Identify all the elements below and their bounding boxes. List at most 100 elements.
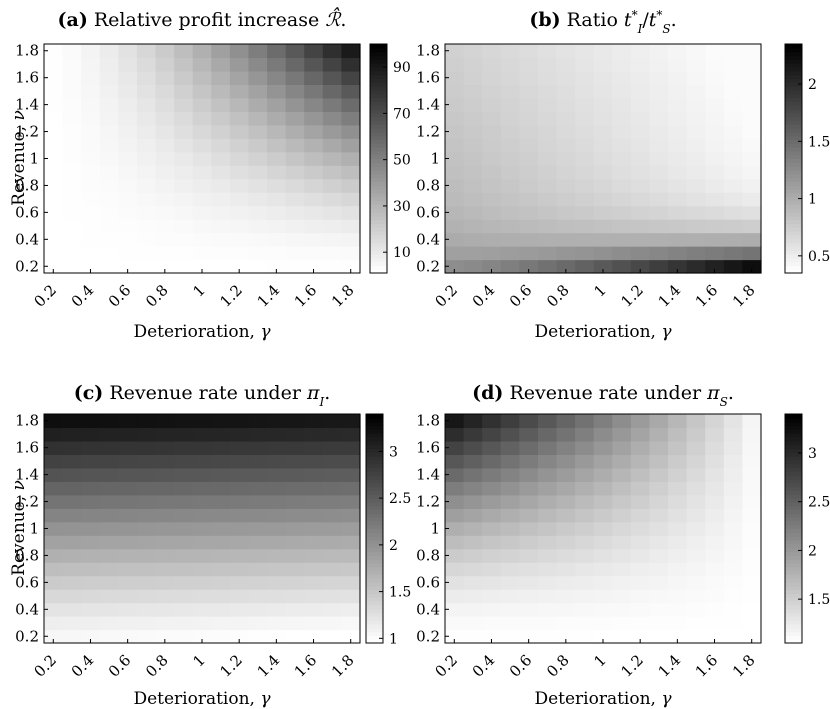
heatmap-cell: [723, 178, 744, 193]
x-tick-label: 1.8: [328, 651, 358, 681]
heatmap-cell: [211, 575, 231, 590]
heatmap-cell: [81, 232, 101, 247]
heatmap-cell: [44, 151, 64, 166]
heatmap-cell: [742, 111, 762, 126]
colorbar-segment: [366, 570, 383, 575]
heatmap-cell: [500, 246, 520, 261]
heatmap-cell: [248, 440, 268, 456]
heatmap-cell: [463, 589, 483, 604]
heatmap-cell: [118, 427, 138, 442]
heatmap-cell: [248, 259, 268, 274]
y-tick-label: 0.4: [15, 600, 39, 618]
colorbar-segment: [785, 551, 802, 556]
heatmap-cell: [593, 616, 613, 631]
colorbar-segment: [785, 204, 802, 209]
heatmap-cell: [723, 548, 744, 563]
heatmap-cell: [211, 481, 231, 496]
colorbar-tick-label: 70: [393, 106, 411, 122]
colorbar-segment: [785, 63, 802, 68]
heatmap-cell: [630, 138, 651, 153]
heatmap-cell: [81, 138, 101, 153]
heatmap-cell: [612, 467, 632, 482]
heatmap-cell: [211, 259, 231, 274]
heatmap-cell: [62, 178, 82, 193]
heatmap-cell: [248, 205, 268, 220]
heatmap-cell: [136, 414, 157, 429]
heatmap-cell: [136, 521, 157, 536]
colorbar-segment: [366, 448, 383, 453]
heatmap-cell: [118, 178, 138, 193]
colorbar-segment: [370, 162, 387, 167]
heatmap-cell: [285, 57, 305, 72]
heatmap-cell: [81, 454, 101, 469]
heatmap-cell: [99, 232, 119, 247]
colorbar-segment: [366, 574, 383, 579]
x-tick-label: 1.2: [216, 281, 246, 311]
x-tick-label: 0.8: [142, 281, 172, 311]
heatmap-cell: [322, 494, 343, 509]
heatmap-cell: [593, 138, 613, 153]
y-tick-label: 1: [29, 150, 39, 168]
heatmap-cell: [500, 414, 520, 429]
heatmap-cell: [136, 467, 157, 482]
y-tick-label: 0.2: [15, 627, 39, 645]
heatmap-cell: [174, 602, 194, 617]
heatmap-cell: [742, 427, 762, 442]
heatmap-cell: [705, 535, 725, 550]
heatmap-cell: [649, 535, 669, 550]
heatmap-cell: [723, 535, 744, 550]
colorbar-tick-label: 30: [393, 199, 411, 215]
heatmap-cell: [537, 427, 558, 442]
heatmap-cell: [118, 575, 138, 590]
heatmap-cell: [723, 44, 744, 59]
heatmap-cell: [537, 57, 558, 72]
heatmap-cell: [304, 111, 324, 126]
heatmap-cell: [445, 616, 465, 631]
colorbar-segment: [785, 219, 802, 224]
heatmap-cell: [304, 192, 324, 207]
heatmap-cell: [341, 589, 361, 604]
heatmap-cell: [81, 165, 101, 180]
heatmap-cell: [668, 192, 688, 207]
heatmap-cell: [81, 535, 101, 550]
heatmap-cell: [556, 454, 576, 469]
heatmap-cell: [248, 494, 268, 509]
heatmap-cell: [723, 111, 744, 126]
colorbar-segment: [785, 574, 802, 579]
heatmap-cell: [174, 481, 194, 496]
heatmap-cell: [267, 467, 287, 482]
heatmap-cell: [500, 562, 520, 577]
heatmap-cell: [630, 575, 651, 590]
heatmap-cell: [211, 232, 231, 247]
heatmap-cell: [248, 575, 268, 590]
heatmap-cell: [593, 178, 613, 193]
heatmap-cell: [500, 205, 520, 220]
heatmap-cell: [155, 205, 175, 220]
heatmap-cell: [482, 548, 502, 563]
colorbar-segment: [366, 425, 383, 430]
heatmap-cell: [229, 589, 250, 604]
heatmap-cell: [229, 575, 250, 590]
heatmap-cell: [649, 84, 669, 99]
heatmap-cell: [723, 151, 744, 166]
heatmap-cell: [686, 414, 706, 429]
heatmap-cell: [649, 414, 669, 429]
heatmap-cell: [668, 232, 688, 247]
heatmap-cell: [463, 151, 483, 166]
heatmap-cell: [519, 138, 539, 153]
heatmap-cell: [62, 602, 82, 617]
colorbar-segment: [366, 455, 383, 461]
heatmap-cell: [285, 454, 305, 469]
heatmap-cell: [723, 521, 744, 536]
heatmap-cell: [304, 494, 324, 509]
heatmap-cell: [285, 192, 305, 207]
heatmap-cell: [211, 535, 231, 550]
heatmap-cell: [668, 138, 688, 153]
heatmap-cell: [44, 165, 64, 180]
x-tick-label: 0.4: [68, 651, 98, 681]
heatmap-cell: [248, 111, 268, 126]
colorbar-segment: [366, 547, 383, 552]
heatmap-cell: [705, 70, 725, 86]
heatmap-cell: [612, 84, 632, 99]
